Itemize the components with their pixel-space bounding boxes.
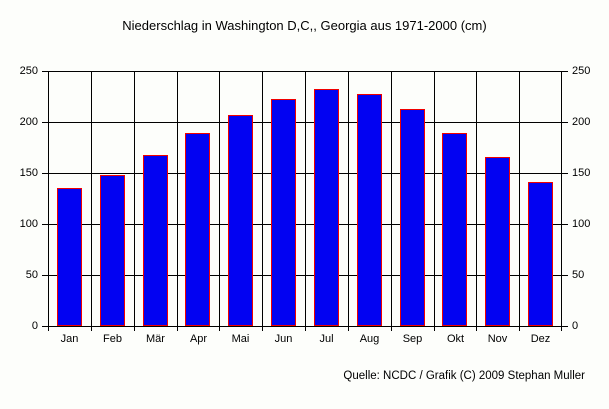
x-axis-label: Mär bbox=[146, 333, 165, 345]
y-axis-line-left bbox=[48, 71, 49, 326]
y-axis-tick-right bbox=[562, 71, 568, 72]
x-axis-label: Jul bbox=[319, 333, 334, 345]
gridline-vertical bbox=[348, 71, 349, 326]
bar-mai bbox=[228, 115, 253, 326]
x-axis-label: Aug bbox=[359, 333, 380, 345]
y-axis-label-left: 0 bbox=[31, 320, 38, 332]
x-axis-tick bbox=[519, 326, 520, 331]
bar-sep bbox=[400, 109, 425, 326]
x-axis-tick bbox=[134, 326, 135, 331]
gridline-vertical bbox=[134, 71, 135, 326]
bar-okt bbox=[442, 133, 467, 326]
x-axis-label: Nov bbox=[487, 333, 508, 345]
y-axis-label-right: 250 bbox=[572, 65, 591, 77]
bar-mär bbox=[143, 155, 168, 326]
gridline-vertical bbox=[305, 71, 306, 326]
y-axis-tick-right bbox=[562, 326, 568, 327]
gridline-vertical bbox=[476, 71, 477, 326]
gridline-vertical bbox=[219, 71, 220, 326]
bar-jul bbox=[314, 89, 339, 326]
x-axis-tick bbox=[262, 326, 263, 331]
bar-dez bbox=[528, 182, 553, 326]
y-axis-label-left: 50 bbox=[25, 269, 38, 281]
y-axis-label-left: 100 bbox=[19, 218, 38, 230]
x-axis-tick bbox=[348, 326, 349, 331]
y-axis-tick-right bbox=[562, 122, 568, 123]
y-axis-label-right: 200 bbox=[572, 116, 591, 128]
x-axis-tick bbox=[476, 326, 477, 331]
y-axis-label-right: 0 bbox=[572, 320, 579, 332]
gridline-vertical bbox=[391, 71, 392, 326]
x-axis-tick bbox=[434, 326, 435, 331]
bar-apr bbox=[185, 133, 210, 326]
bar-feb bbox=[100, 175, 125, 326]
bar-jan bbox=[57, 188, 82, 326]
y-axis-tick-right bbox=[562, 275, 568, 276]
x-axis-tick bbox=[391, 326, 392, 331]
x-axis-tick bbox=[91, 326, 92, 331]
y-axis-tick-left bbox=[42, 224, 48, 225]
x-axis-label: Jan bbox=[60, 333, 79, 345]
gridline-vertical bbox=[262, 71, 263, 326]
bar-aug bbox=[357, 94, 382, 326]
y-axis-tick-left bbox=[42, 71, 48, 72]
x-axis-label: Okt bbox=[446, 333, 465, 345]
x-axis-label: Dez bbox=[530, 333, 551, 345]
chart-title: Niederschlag in Washington D,C,, Georgia… bbox=[122, 18, 487, 33]
y-axis-label-left: 200 bbox=[19, 116, 38, 128]
x-axis-label: Apr bbox=[189, 333, 208, 345]
x-axis-tick bbox=[219, 326, 220, 331]
y-axis-tick-right bbox=[562, 224, 568, 225]
gridline-vertical bbox=[91, 71, 92, 326]
y-axis-line-right bbox=[561, 71, 562, 326]
gridline-vertical bbox=[519, 71, 520, 326]
y-axis-tick-left bbox=[42, 275, 48, 276]
gridline-vertical bbox=[434, 71, 435, 326]
y-axis-label-right: 100 bbox=[572, 218, 591, 230]
x-axis-tick bbox=[177, 326, 178, 331]
y-axis-tick-left bbox=[42, 173, 48, 174]
bar-nov bbox=[485, 157, 510, 326]
gridline-vertical bbox=[177, 71, 178, 326]
y-axis-tick-left bbox=[42, 326, 48, 327]
y-axis-label-left: 150 bbox=[19, 167, 38, 179]
bar-jun bbox=[271, 99, 296, 326]
x-axis-tick bbox=[48, 326, 49, 331]
x-axis-label: Jun bbox=[274, 333, 293, 345]
x-axis-label: Sep bbox=[402, 333, 423, 345]
plot-area bbox=[48, 71, 562, 327]
x-axis-tick bbox=[305, 326, 306, 331]
y-axis-tick-right bbox=[562, 173, 568, 174]
x-axis-label: Mai bbox=[231, 333, 250, 345]
source-credit: Quelle: NCDC / Grafik (C) 2009 Stephan M… bbox=[343, 370, 585, 382]
y-axis-label-right: 50 bbox=[572, 269, 585, 281]
x-axis-tick bbox=[561, 326, 562, 331]
y-axis-tick-left bbox=[42, 122, 48, 123]
x-axis-label: Feb bbox=[103, 333, 122, 345]
y-axis-label-right: 150 bbox=[572, 167, 591, 179]
y-axis-label-left: 250 bbox=[19, 65, 38, 77]
